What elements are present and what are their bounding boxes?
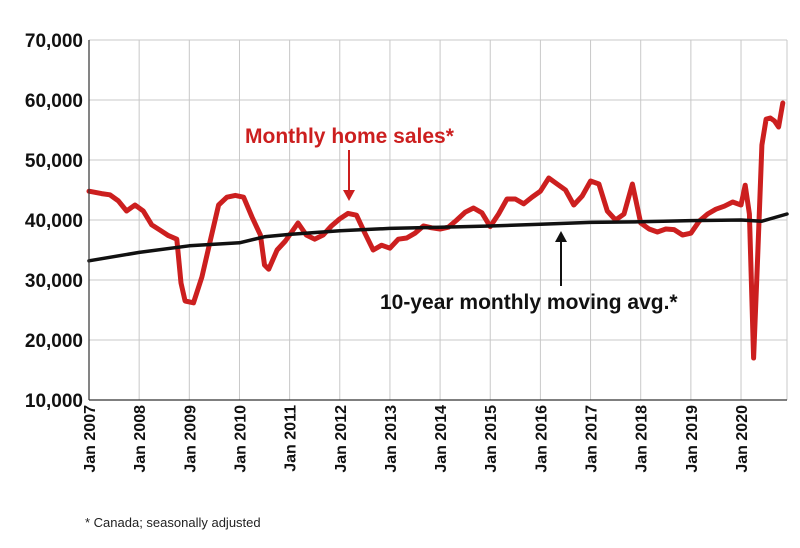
sales-arrowhead	[343, 190, 355, 201]
x-tick-label: Jan 2007	[82, 405, 99, 473]
moving-average-line	[87, 212, 789, 263]
y-tick-label: 30,000	[25, 271, 83, 292]
footnote: * Canada; seasonally adjusted	[85, 515, 261, 530]
y-tick-label: 40,000	[25, 211, 83, 232]
y-tick-label: 50,000	[25, 151, 83, 172]
x-tick-label: Jan 2018	[634, 405, 651, 473]
x-tick-label: Jan 2009	[182, 405, 199, 473]
x-tick-label: Jan 2016	[533, 405, 550, 473]
y-tick-label: 70,000	[25, 31, 83, 52]
y-tick-label: 60,000	[25, 91, 83, 112]
average-label: 10-year monthly moving avg.*	[380, 291, 678, 314]
x-tick-label: Jan 2019	[684, 405, 701, 473]
x-tick-label: Jan 2015	[483, 405, 500, 473]
x-tick-label: Jan 2017	[584, 405, 601, 473]
x-tick-label: Jan 2013	[383, 405, 400, 473]
x-tick-label: Jan 2011	[283, 405, 300, 472]
y-tick-label: 20,000	[25, 331, 83, 352]
x-tick-label: Jan 2012	[333, 405, 350, 473]
sales-label: Monthly home sales*	[245, 125, 455, 148]
x-tick-label: Jan 2010	[232, 405, 249, 473]
x-tick-label: Jan 2020	[734, 405, 751, 473]
x-tick-label: Jan 2008	[132, 405, 149, 473]
y-tick-label: 10,000	[25, 391, 83, 412]
x-tick-label: Jan 2014	[433, 405, 450, 473]
average-arrowhead	[555, 231, 567, 242]
